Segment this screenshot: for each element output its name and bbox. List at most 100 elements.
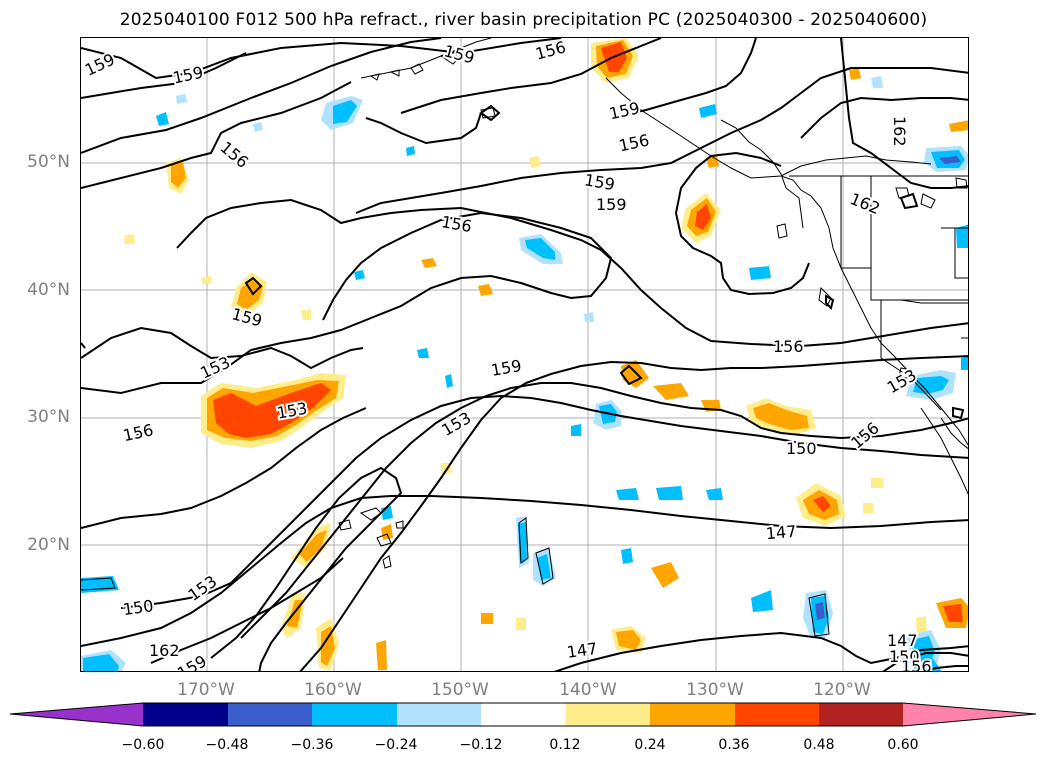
contour-label: 156 (533, 38, 567, 64)
contour-label: 156 (440, 212, 473, 236)
contour-label: 156 (617, 130, 651, 155)
colorbar-tick: −0.60 (121, 737, 165, 753)
contour-label: 147 (887, 631, 918, 650)
contour-label: 156 (217, 138, 253, 172)
contour-162-loop (840, 38, 968, 189)
contour-label: 156 (847, 418, 883, 452)
contour-159-ne (610, 38, 757, 119)
lon-label-140w: 140°W (559, 680, 617, 700)
contour-labels: 159 159 156 159 156 153 156 159 159 156 … (81, 38, 934, 672)
contour-label: 159 (490, 356, 523, 380)
contour-label: 153 (438, 408, 474, 440)
colorbar-tick: 0.60 (887, 737, 919, 753)
map-canvas: 159 159 156 159 156 153 156 159 159 156 … (81, 38, 968, 672)
contour-label: 153 (184, 572, 220, 605)
contour-156 (176, 198, 968, 348)
contour-label: 156 (773, 337, 804, 356)
colorbar-tick: −0.24 (374, 737, 418, 753)
contour-label: 162 (890, 116, 909, 147)
contour-label: 162 (847, 189, 882, 218)
lat-label-50n: 50°N (27, 152, 70, 172)
contour-156-ne (400, 38, 662, 114)
contour-162-loop-w (210, 466, 403, 671)
lon-label-120w: 120°W (813, 680, 871, 700)
colorbar-tick: 0.24 (634, 737, 666, 753)
colorbar-swatch (566, 703, 650, 726)
contour-162-sw (150, 557, 344, 664)
lat-label-20n: 20°N (27, 535, 70, 555)
contour-lobe-north (81, 81, 352, 189)
contour-150-diag (120, 394, 968, 609)
colorbar-tick: 0.12 (549, 737, 581, 753)
contour-south-147 (553, 631, 968, 671)
coastlines (338, 38, 968, 569)
contour-147 (81, 495, 968, 647)
colorbar-swatch (650, 703, 735, 726)
colorbar-outline (10, 702, 1036, 727)
contour-label: 159 (596, 195, 627, 214)
contour-label: 156 (121, 420, 155, 445)
colorbar-swatch (397, 703, 481, 726)
precip-negative-area (749, 266, 771, 280)
contour-label: 156 (901, 657, 932, 672)
map-title: 2025040100 F012 500 hPa refract., river … (119, 10, 928, 30)
lon-label-170w: 170°W (177, 680, 235, 700)
precip-positive-area (381, 524, 393, 540)
bc-coast (720, 119, 804, 229)
contour-west-loop (81, 52, 247, 99)
contour-label: 159 (171, 63, 205, 88)
precip-negative-area (616, 488, 639, 500)
colorbar-swatch (903, 703, 1036, 726)
contour-150-south (81, 407, 367, 529)
graticule (81, 38, 968, 671)
precip-fill-areas (81, 38, 968, 671)
precip-negative-area (699, 104, 717, 118)
contour-label: 150 (889, 647, 920, 666)
colorbar-swatch (228, 703, 312, 726)
contour-label: 147 (765, 522, 797, 544)
colorbar-swatch (819, 703, 903, 726)
lon-label-150w: 150°W (431, 680, 489, 700)
colorbar-swatch (481, 703, 566, 726)
map-panel: 159 159 156 159 156 153 156 159 159 156 … (80, 37, 969, 672)
contour-label: 159 (230, 304, 264, 330)
colorbar-swatch (10, 703, 143, 726)
contour-label: 150 (122, 596, 155, 619)
contour-lines (81, 38, 968, 671)
colorbar-tick: −0.12 (459, 737, 503, 753)
contour-159-north (81, 38, 562, 80)
colorbar-swatch (143, 703, 228, 726)
baja-coast (920, 407, 968, 495)
lat-label-40n: 40°N (27, 280, 70, 300)
contour-label: 159 (82, 50, 118, 80)
us-state-border (870, 176, 968, 301)
precip-negative-area (656, 486, 683, 500)
precip-positive-area (651, 562, 679, 588)
lon-label-160w: 160°W (304, 680, 362, 700)
contour-159-diag (299, 355, 968, 671)
contour-156-north (81, 38, 442, 154)
colorbar (10, 702, 1036, 727)
colorbar-tick: −0.48 (205, 737, 249, 753)
contour-lobe-east (800, 96, 968, 139)
contour-153-w (81, 211, 613, 395)
contour-se-150 (882, 652, 968, 671)
contour-159-mid (355, 67, 968, 214)
colorbar-tick: 0.48 (803, 737, 835, 753)
colorbar-tick: 0.36 (718, 737, 750, 753)
colorbar-swatch (735, 703, 819, 726)
contour-label: 159 (608, 98, 642, 123)
precip-positive-area (653, 383, 689, 400)
contour-label: 150 (786, 439, 817, 458)
colorbar-tick: −0.36 (290, 737, 334, 753)
contour-se-156 (919, 665, 968, 671)
lat-label-30n: 30°N (27, 407, 70, 427)
alaska-coast (360, 38, 492, 79)
contour-label: 147 (566, 639, 599, 662)
colorbar-swatch (312, 703, 397, 726)
precip-positive-area (376, 640, 387, 670)
lon-label-130w: 130°W (686, 680, 744, 700)
contour-label: 159 (442, 41, 476, 67)
contour-153-diag (240, 382, 968, 639)
contour-label: 162 (149, 641, 180, 660)
